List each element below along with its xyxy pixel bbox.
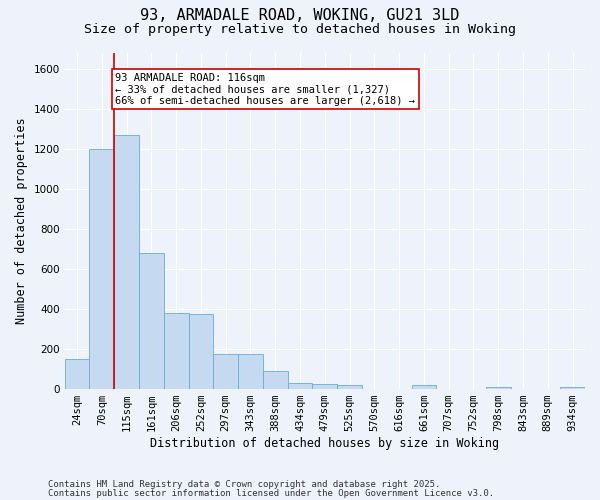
Bar bbox=[89, 148, 114, 389]
Bar bbox=[412, 385, 436, 389]
Bar bbox=[114, 134, 139, 389]
Bar bbox=[263, 371, 287, 389]
Text: 93, ARMADALE ROAD, WOKING, GU21 3LD: 93, ARMADALE ROAD, WOKING, GU21 3LD bbox=[140, 8, 460, 22]
Bar bbox=[139, 253, 164, 389]
Bar bbox=[313, 384, 337, 389]
Bar bbox=[188, 314, 214, 389]
Text: Size of property relative to detached houses in Woking: Size of property relative to detached ho… bbox=[84, 22, 516, 36]
Text: Contains HM Land Registry data © Crown copyright and database right 2025.: Contains HM Land Registry data © Crown c… bbox=[48, 480, 440, 489]
Bar bbox=[214, 354, 238, 389]
Bar bbox=[65, 359, 89, 389]
Bar bbox=[287, 383, 313, 389]
Y-axis label: Number of detached properties: Number of detached properties bbox=[15, 118, 28, 324]
Text: Contains public sector information licensed under the Open Government Licence v3: Contains public sector information licen… bbox=[48, 489, 494, 498]
Bar bbox=[337, 385, 362, 389]
Bar bbox=[486, 387, 511, 389]
Text: 93 ARMADALE ROAD: 116sqm
← 33% of detached houses are smaller (1,327)
66% of sem: 93 ARMADALE ROAD: 116sqm ← 33% of detach… bbox=[115, 72, 415, 106]
Bar bbox=[238, 354, 263, 389]
X-axis label: Distribution of detached houses by size in Woking: Distribution of detached houses by size … bbox=[150, 437, 499, 450]
Bar bbox=[560, 387, 585, 389]
Bar bbox=[164, 313, 188, 389]
